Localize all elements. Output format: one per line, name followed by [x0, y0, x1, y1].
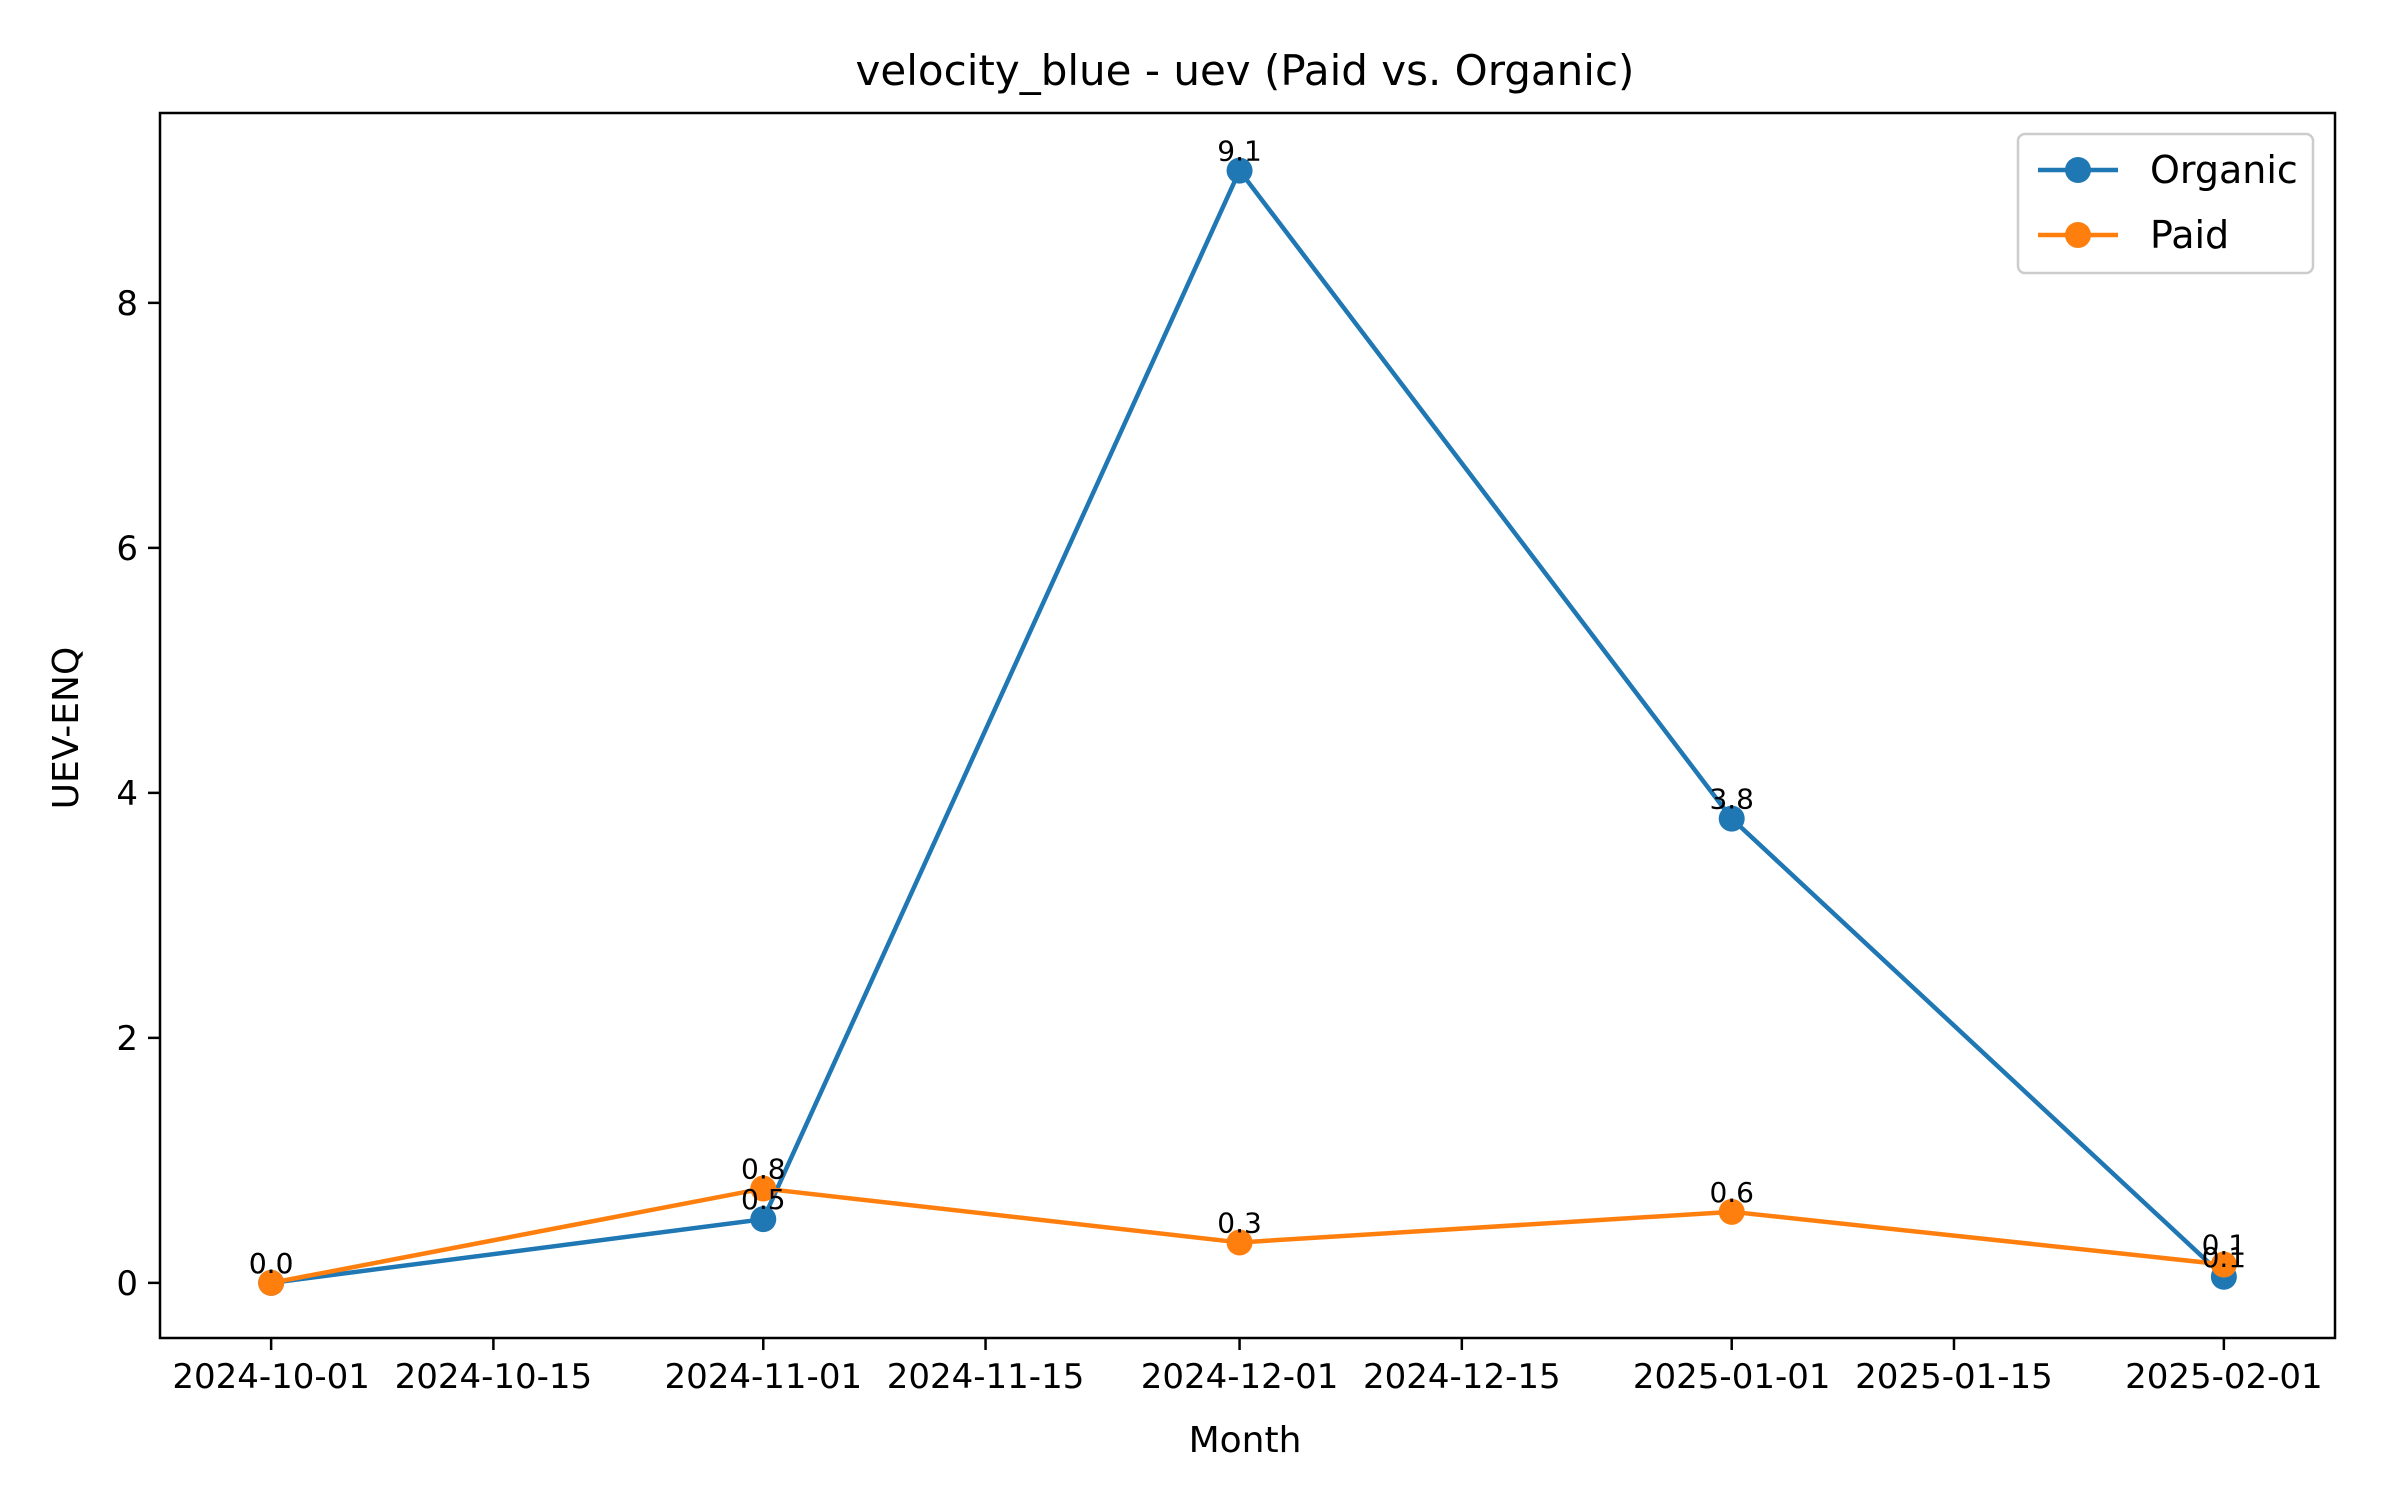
- data-label-organic: 9.1: [1217, 135, 1262, 168]
- data-label-organic: 0.0: [249, 1247, 294, 1280]
- data-point-paid: [750, 1175, 777, 1202]
- x-tick-label: 2025-01-01: [1633, 1357, 1831, 1397]
- data-label-paid: 0.3: [1217, 1206, 1262, 1239]
- x-tick-label: 2024-11-15: [887, 1357, 1085, 1397]
- x-tick-label: 2024-11-01: [664, 1357, 862, 1397]
- y-tick-label: 2: [116, 1019, 138, 1059]
- legend-marker-organic: [2065, 157, 2091, 183]
- x-tick-label: 2025-01-15: [1855, 1357, 2053, 1397]
- data-label-organic: 0.5: [741, 1183, 786, 1216]
- y-tick-label: 6: [116, 529, 138, 569]
- data-label-paid: 0.6: [1709, 1176, 1754, 1209]
- legend-label-organic: Organic: [2150, 148, 2298, 192]
- data-label-paid: 0.1: [2202, 1229, 2247, 1262]
- x-axis-label: Month: [1189, 1420, 1302, 1461]
- axes: 0 2 4 6 8 2024-10-01 2024-10-15 2024-11-01 2024-…: [116, 111, 2337, 1397]
- data-point-paid: [258, 1269, 285, 1296]
- data-point-organic: [1226, 157, 1253, 184]
- y-tick-label: 8: [116, 284, 138, 324]
- x-tick-label: 2024-12-01: [1141, 1357, 1339, 1397]
- x-tick-label: 2024-12-15: [1363, 1357, 1561, 1397]
- data-label-paid: 0.0: [249, 1247, 294, 1280]
- legend: Organic Paid: [2016, 132, 2315, 275]
- y-tick-label: 4: [116, 774, 138, 814]
- data-point-paid: [1718, 1198, 1745, 1225]
- legend-label-paid: Paid: [2150, 213, 2229, 257]
- x-tick-label: 2025-02-01: [2125, 1357, 2323, 1397]
- data-labels: 0.00.59.13.80.10.00.80.30.60.1: [249, 135, 2246, 1280]
- plot-frame: [158, 111, 2337, 1340]
- chart-title: velocity_blue - uev (Paid vs. Organic): [856, 46, 1635, 95]
- data-point-organic: [750, 1206, 777, 1233]
- data-point-paid: [2210, 1251, 2237, 1278]
- x-tick-label: 2024-10-01: [172, 1357, 370, 1397]
- series-layer: [258, 157, 2237, 1296]
- data-label-organic: 3.8: [1709, 783, 1754, 816]
- data-point-organic: [1718, 805, 1745, 832]
- y-tick-label: 0: [116, 1264, 138, 1304]
- data-label-organic: 0.1: [2202, 1241, 2247, 1274]
- data-label-paid: 0.8: [741, 1153, 786, 1186]
- y-axis-label: UEV-ENQ: [46, 647, 87, 810]
- x-tick-label: 2024-10-15: [395, 1357, 593, 1397]
- data-point-paid: [1226, 1229, 1253, 1256]
- legend-marker-paid: [2065, 222, 2091, 248]
- series-line-organic: [270, 168, 2226, 1286]
